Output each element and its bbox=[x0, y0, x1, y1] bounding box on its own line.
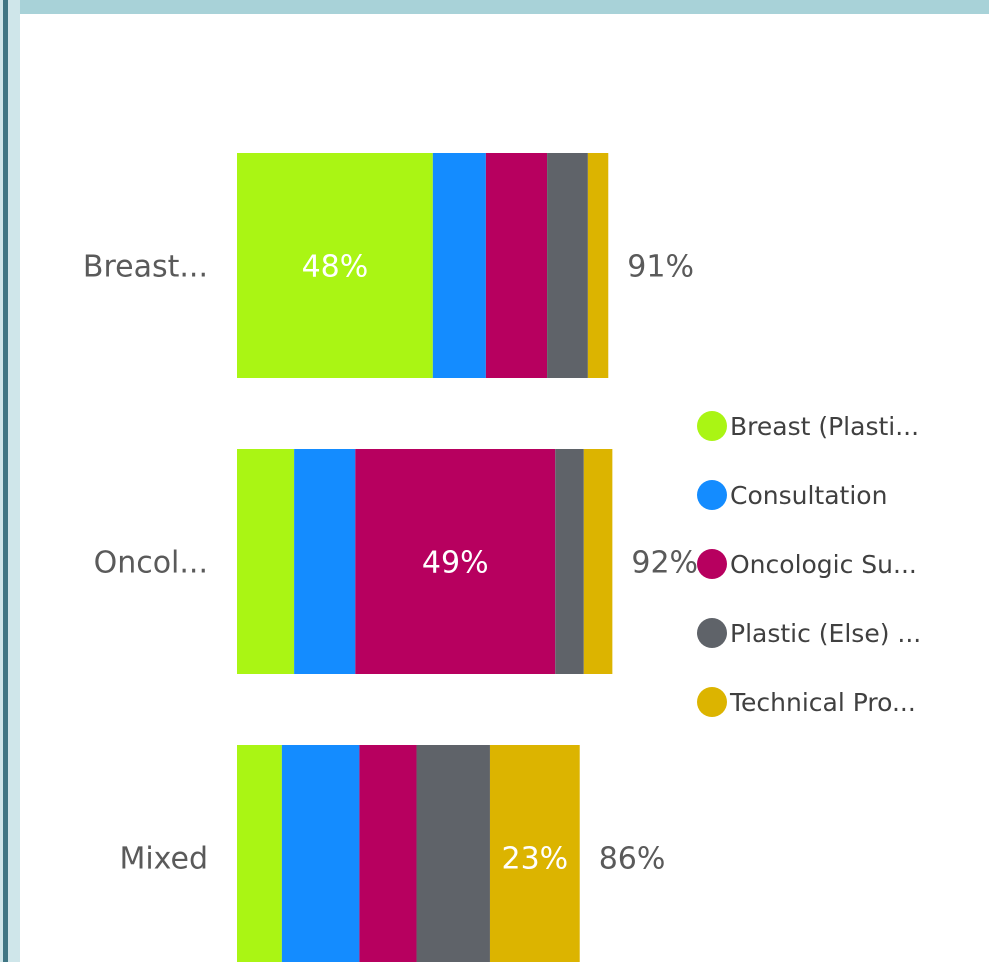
legend-marker bbox=[697, 480, 727, 510]
bars-group: 48% Breast... 91% 49% Oncol... 92% 23% Mixed 86% bbox=[83, 153, 698, 962]
legend-marker bbox=[697, 618, 727, 648]
bar-segment bbox=[294, 449, 356, 674]
legend-label: Breast (Plasti... bbox=[730, 412, 919, 441]
bar-segment bbox=[237, 745, 282, 962]
total-label: 91% bbox=[627, 250, 694, 285]
bar-segment bbox=[587, 153, 609, 378]
bar-segment bbox=[547, 153, 588, 378]
bar-segment bbox=[237, 449, 295, 674]
bar-segment bbox=[583, 449, 613, 674]
bar-segment bbox=[359, 745, 417, 962]
data-label: 48% bbox=[302, 250, 369, 285]
left-border bbox=[0, 0, 20, 962]
legend-marker bbox=[697, 687, 727, 717]
legend: Breast (Plasti... Consultation Oncologic S… bbox=[697, 411, 921, 717]
bar-segment bbox=[237, 153, 433, 378]
legend-marker bbox=[697, 411, 727, 441]
legend-marker bbox=[697, 549, 727, 579]
category-label: Oncol... bbox=[94, 546, 208, 581]
total-label: 92% bbox=[631, 546, 698, 581]
total-label: 86% bbox=[599, 842, 666, 877]
top-border bbox=[0, 0, 989, 14]
category-label: Breast... bbox=[83, 250, 208, 285]
legend-label: Oncologic Su... bbox=[730, 550, 917, 579]
bar-segment bbox=[555, 449, 584, 674]
data-label: 49% bbox=[422, 546, 489, 581]
legend-label: Technical Pro... bbox=[729, 688, 916, 717]
legend-label: Consultation bbox=[730, 481, 887, 510]
data-label: 23% bbox=[501, 842, 568, 877]
category-label: Mixed bbox=[119, 842, 208, 877]
bar-segment bbox=[432, 153, 486, 378]
bar-segment bbox=[416, 745, 490, 962]
legend-label: Plastic (Else) ... bbox=[730, 619, 921, 648]
bar-segment bbox=[489, 745, 580, 962]
left-border-accent bbox=[3, 0, 8, 962]
bar-segment bbox=[355, 449, 556, 674]
bar-segment bbox=[485, 153, 548, 378]
bar-segment bbox=[281, 745, 360, 962]
